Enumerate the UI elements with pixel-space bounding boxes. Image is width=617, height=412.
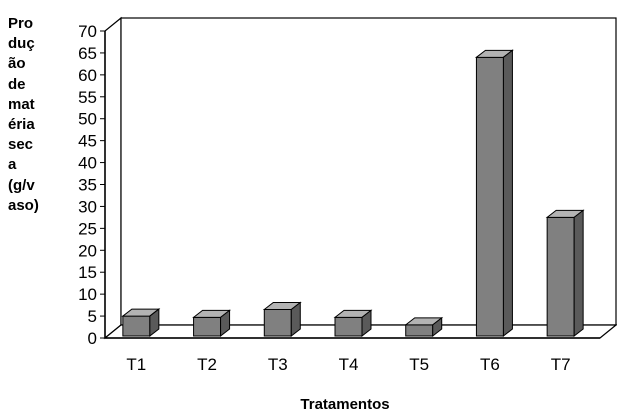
- bar-t6: [474, 49, 514, 338]
- y-tick-label: 40: [78, 154, 97, 173]
- y-tick-label: 25: [78, 219, 97, 238]
- y-axis-label-line: (g/v: [8, 176, 35, 194]
- bar-front: [334, 316, 363, 337]
- y-tick-label: 5: [88, 307, 97, 326]
- x-category-label: T7: [551, 355, 571, 374]
- bar-side: [502, 49, 513, 338]
- y-tick-label: 45: [78, 132, 97, 151]
- x-category-label: T3: [268, 355, 288, 374]
- x-category-label: T1: [126, 355, 146, 374]
- bar-t3: [262, 301, 302, 338]
- y-tick-label: 60: [78, 66, 97, 85]
- y-tick-label: 0: [88, 329, 97, 348]
- back-wall: [120, 17, 617, 326]
- x-axis-title: Tratamentos: [300, 396, 389, 412]
- bar-side: [290, 301, 301, 338]
- bar-side: [573, 209, 584, 338]
- y-tick-label: 55: [78, 88, 97, 107]
- bar-front: [475, 56, 504, 337]
- y-axis-label-line: mat: [8, 95, 35, 113]
- y-axis-label: Pro duç ão de mat éria sec a (g/v aso): [8, 14, 52, 216]
- bar-t7: [545, 209, 585, 338]
- chart-axes: [103, 16, 617, 340]
- bar-side: [220, 309, 231, 338]
- bar-side: [361, 309, 372, 338]
- y-tick-label: 70: [78, 22, 97, 41]
- y-tick-label: 10: [78, 285, 97, 304]
- bar-t1: [121, 308, 161, 338]
- y-tick-label: 65: [78, 44, 97, 63]
- y-axis-label-line: a: [8, 156, 17, 174]
- bar-t4: [333, 309, 373, 338]
- y-tick-label: 50: [78, 110, 97, 129]
- bar-front: [546, 216, 575, 337]
- side-wall: [104, 16, 122, 340]
- y-axis-label-line: Pro: [8, 15, 34, 32]
- y-tick-label: 30: [78, 197, 97, 216]
- x-category-label: T4: [339, 355, 359, 374]
- y-axis-label-line: ão: [8, 55, 26, 73]
- y-axis-label-line: sec: [8, 136, 34, 154]
- x-category-label: T6: [480, 355, 500, 374]
- y-tick-label: 15: [78, 263, 97, 282]
- y-axis-label-line: duç: [8, 35, 35, 53]
- x-axis-categories: T1 T2 T3 T4 T5 T6 T7: [126, 355, 570, 374]
- y-axis-label-line: aso): [8, 196, 39, 214]
- bar-side: [149, 308, 160, 338]
- y-tick-label: 20: [78, 241, 97, 260]
- chart-bars: [121, 49, 585, 338]
- bar-front: [405, 324, 434, 337]
- y-axis-ticks: 0 5 10 15 20 25 30 35 40 45 50 55 60 65 70: [78, 22, 105, 348]
- bar-front: [263, 308, 292, 337]
- y-tick-label: 35: [78, 176, 97, 195]
- x-category-label: T2: [197, 355, 217, 374]
- x-category-label: T5: [409, 355, 429, 374]
- y-axis-label-line: de: [8, 75, 26, 93]
- bar-t5: [404, 316, 444, 338]
- bar-front: [193, 316, 222, 337]
- bar-side: [432, 316, 443, 338]
- bar-front: [122, 315, 151, 337]
- bar-t2: [192, 309, 232, 338]
- y-axis-label-line: éria: [8, 116, 35, 134]
